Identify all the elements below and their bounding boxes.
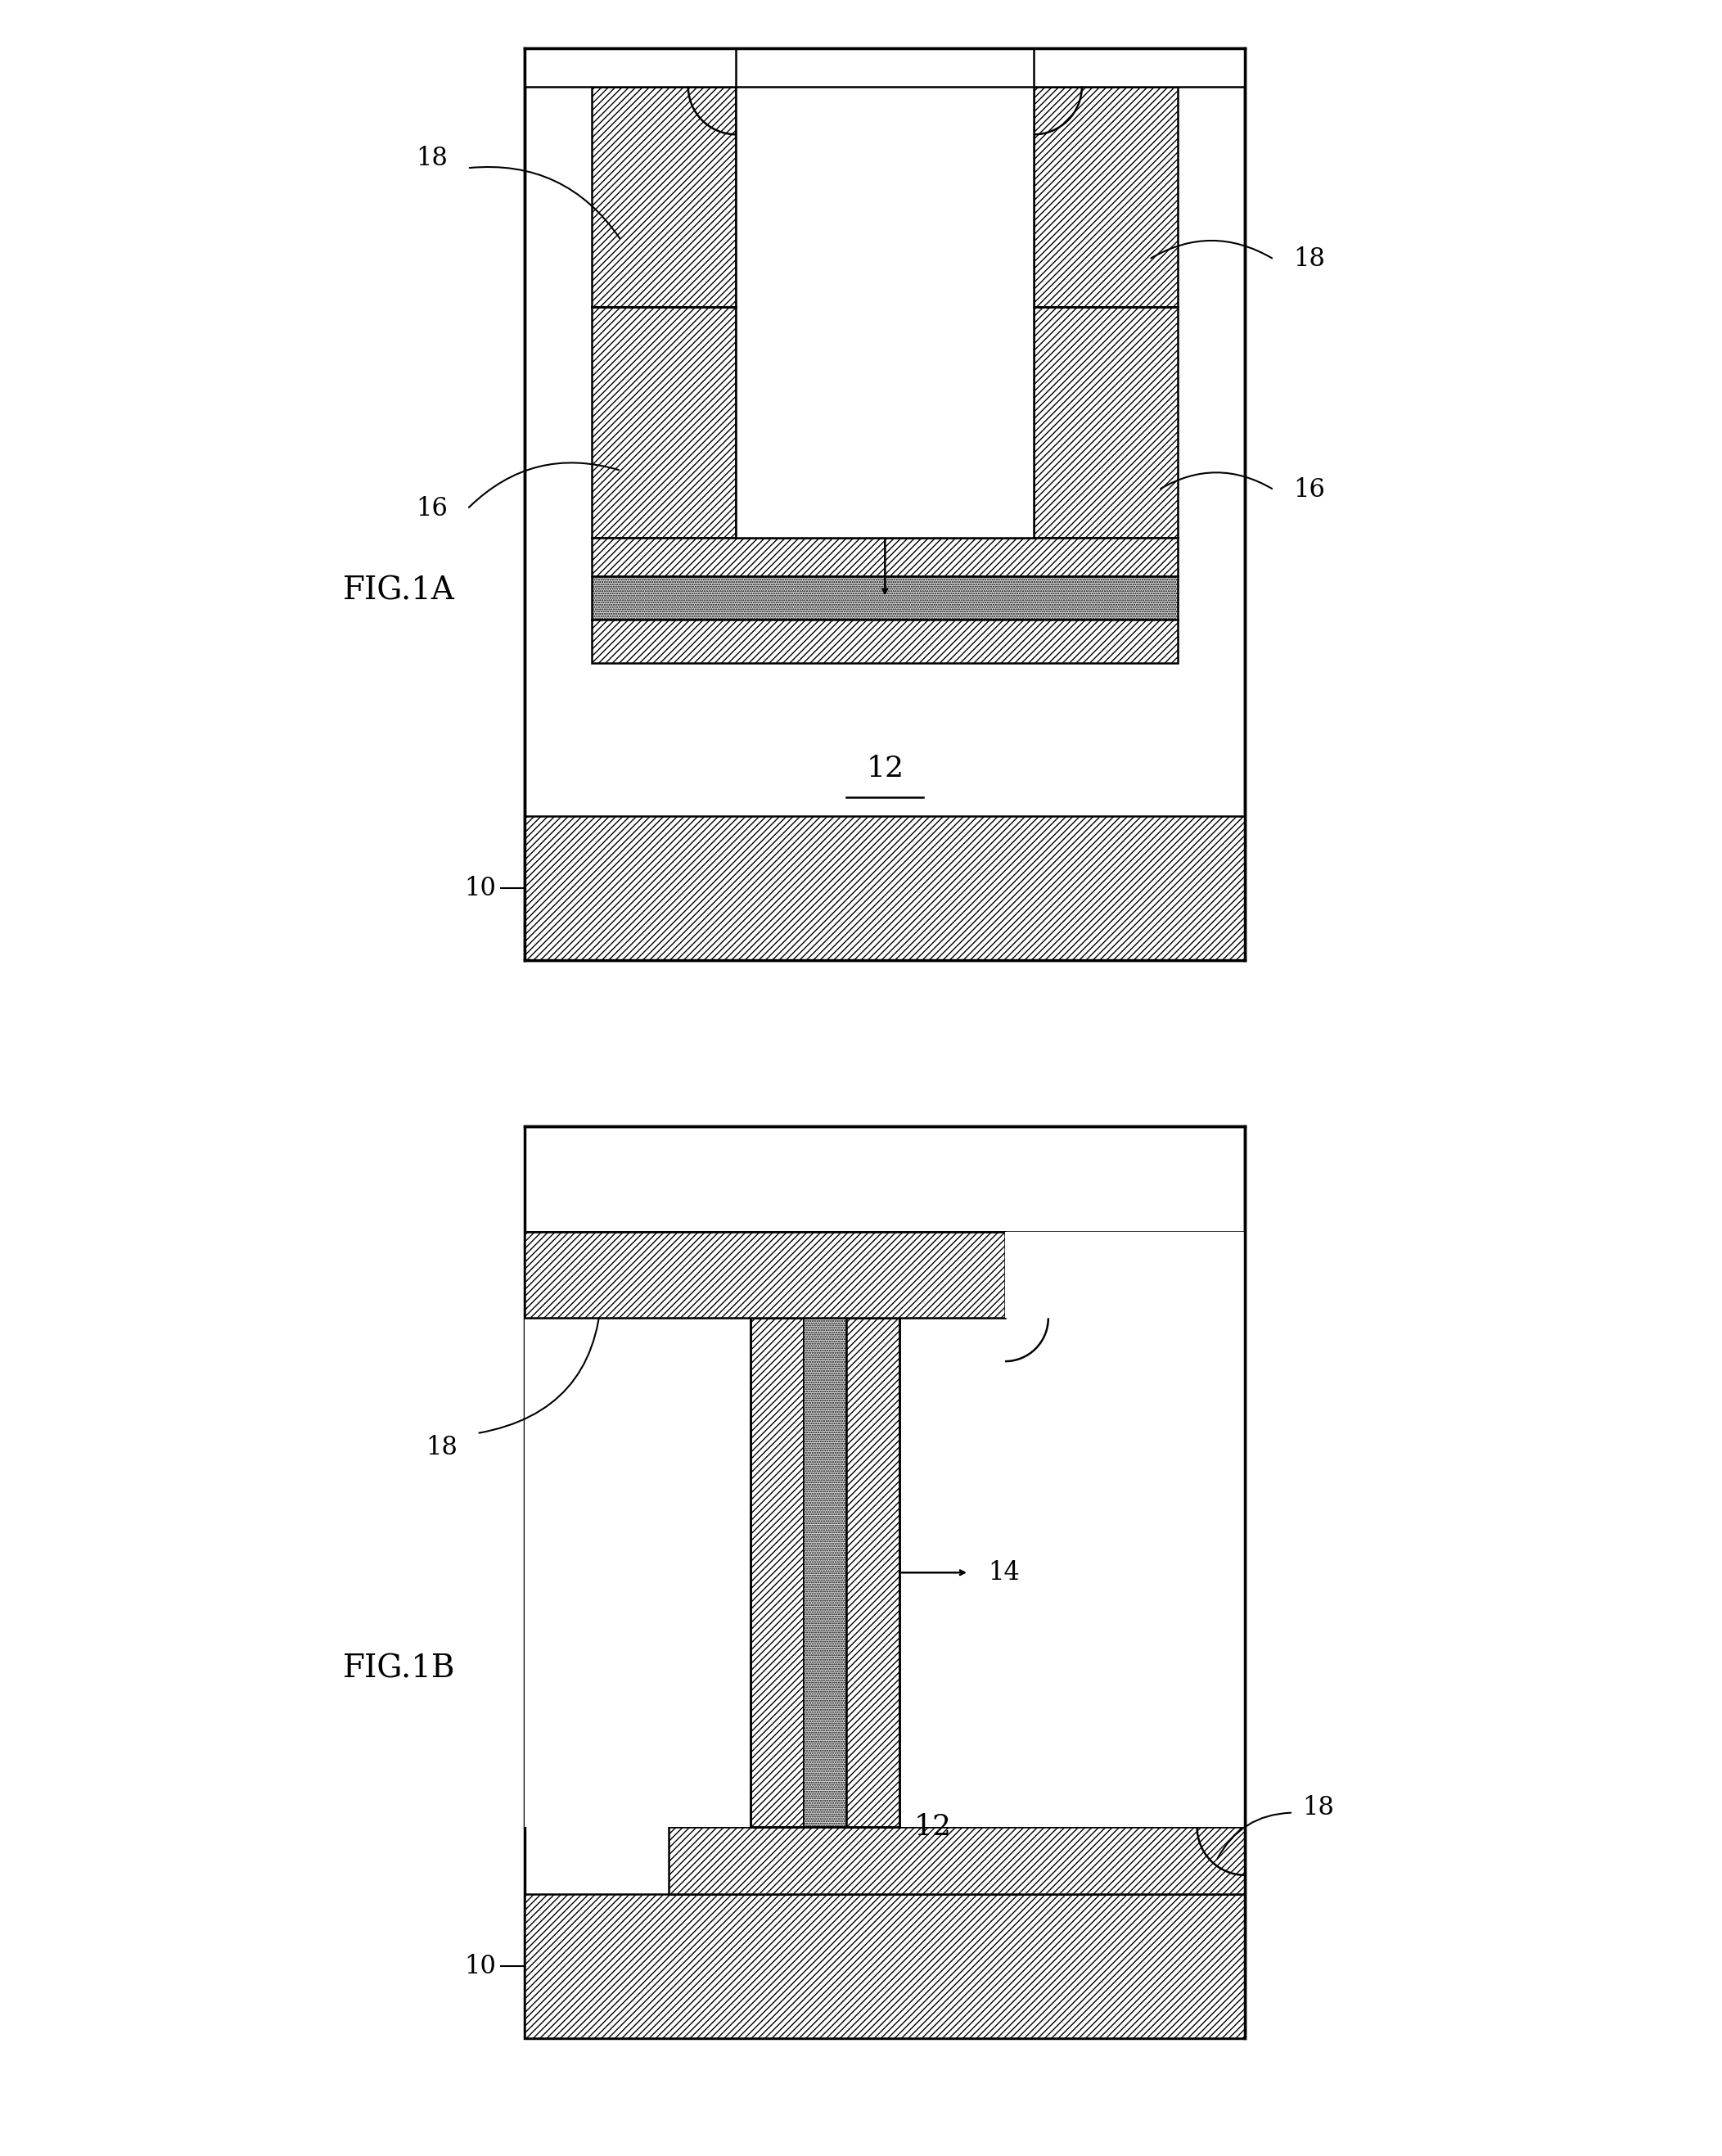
Text: 18: 18 bbox=[1304, 1796, 1335, 1820]
Bar bbox=[592, 86, 737, 308]
Text: FIG.1A: FIG.1A bbox=[343, 576, 455, 606]
Bar bbox=[525, 1317, 1245, 1826]
Text: 18: 18 bbox=[417, 147, 448, 170]
Bar bbox=[525, 817, 1245, 959]
Bar bbox=[525, 47, 1245, 959]
Text: 16: 16 bbox=[1293, 476, 1324, 502]
Bar bbox=[751, 1317, 804, 1826]
Text: FIG.1B: FIG.1B bbox=[343, 1654, 455, 1684]
Bar bbox=[525, 1231, 1006, 1317]
Bar bbox=[592, 576, 1178, 619]
Bar bbox=[525, 1895, 1245, 2037]
Text: 10: 10 bbox=[465, 875, 496, 901]
Bar bbox=[804, 1317, 847, 1826]
Bar bbox=[592, 537, 1178, 576]
Text: 14: 14 bbox=[870, 410, 901, 436]
Text: 10: 10 bbox=[465, 1953, 496, 1979]
Text: 18: 18 bbox=[425, 1436, 458, 1460]
Bar bbox=[1033, 308, 1178, 537]
Text: 12: 12 bbox=[914, 1813, 952, 1841]
Bar bbox=[525, 1125, 1245, 2037]
Bar bbox=[1033, 86, 1178, 308]
Bar bbox=[847, 1317, 899, 1826]
Text: 16: 16 bbox=[417, 496, 448, 522]
Bar bbox=[1006, 1231, 1245, 1317]
Bar bbox=[592, 308, 737, 537]
Text: 12: 12 bbox=[866, 755, 904, 783]
Text: 18: 18 bbox=[1293, 246, 1324, 272]
Bar bbox=[525, 47, 1245, 86]
Text: 14: 14 bbox=[988, 1561, 1019, 1585]
Bar bbox=[592, 619, 1178, 662]
Bar bbox=[737, 47, 1033, 537]
Bar bbox=[525, 1231, 1006, 1317]
Bar bbox=[668, 1826, 1245, 1895]
